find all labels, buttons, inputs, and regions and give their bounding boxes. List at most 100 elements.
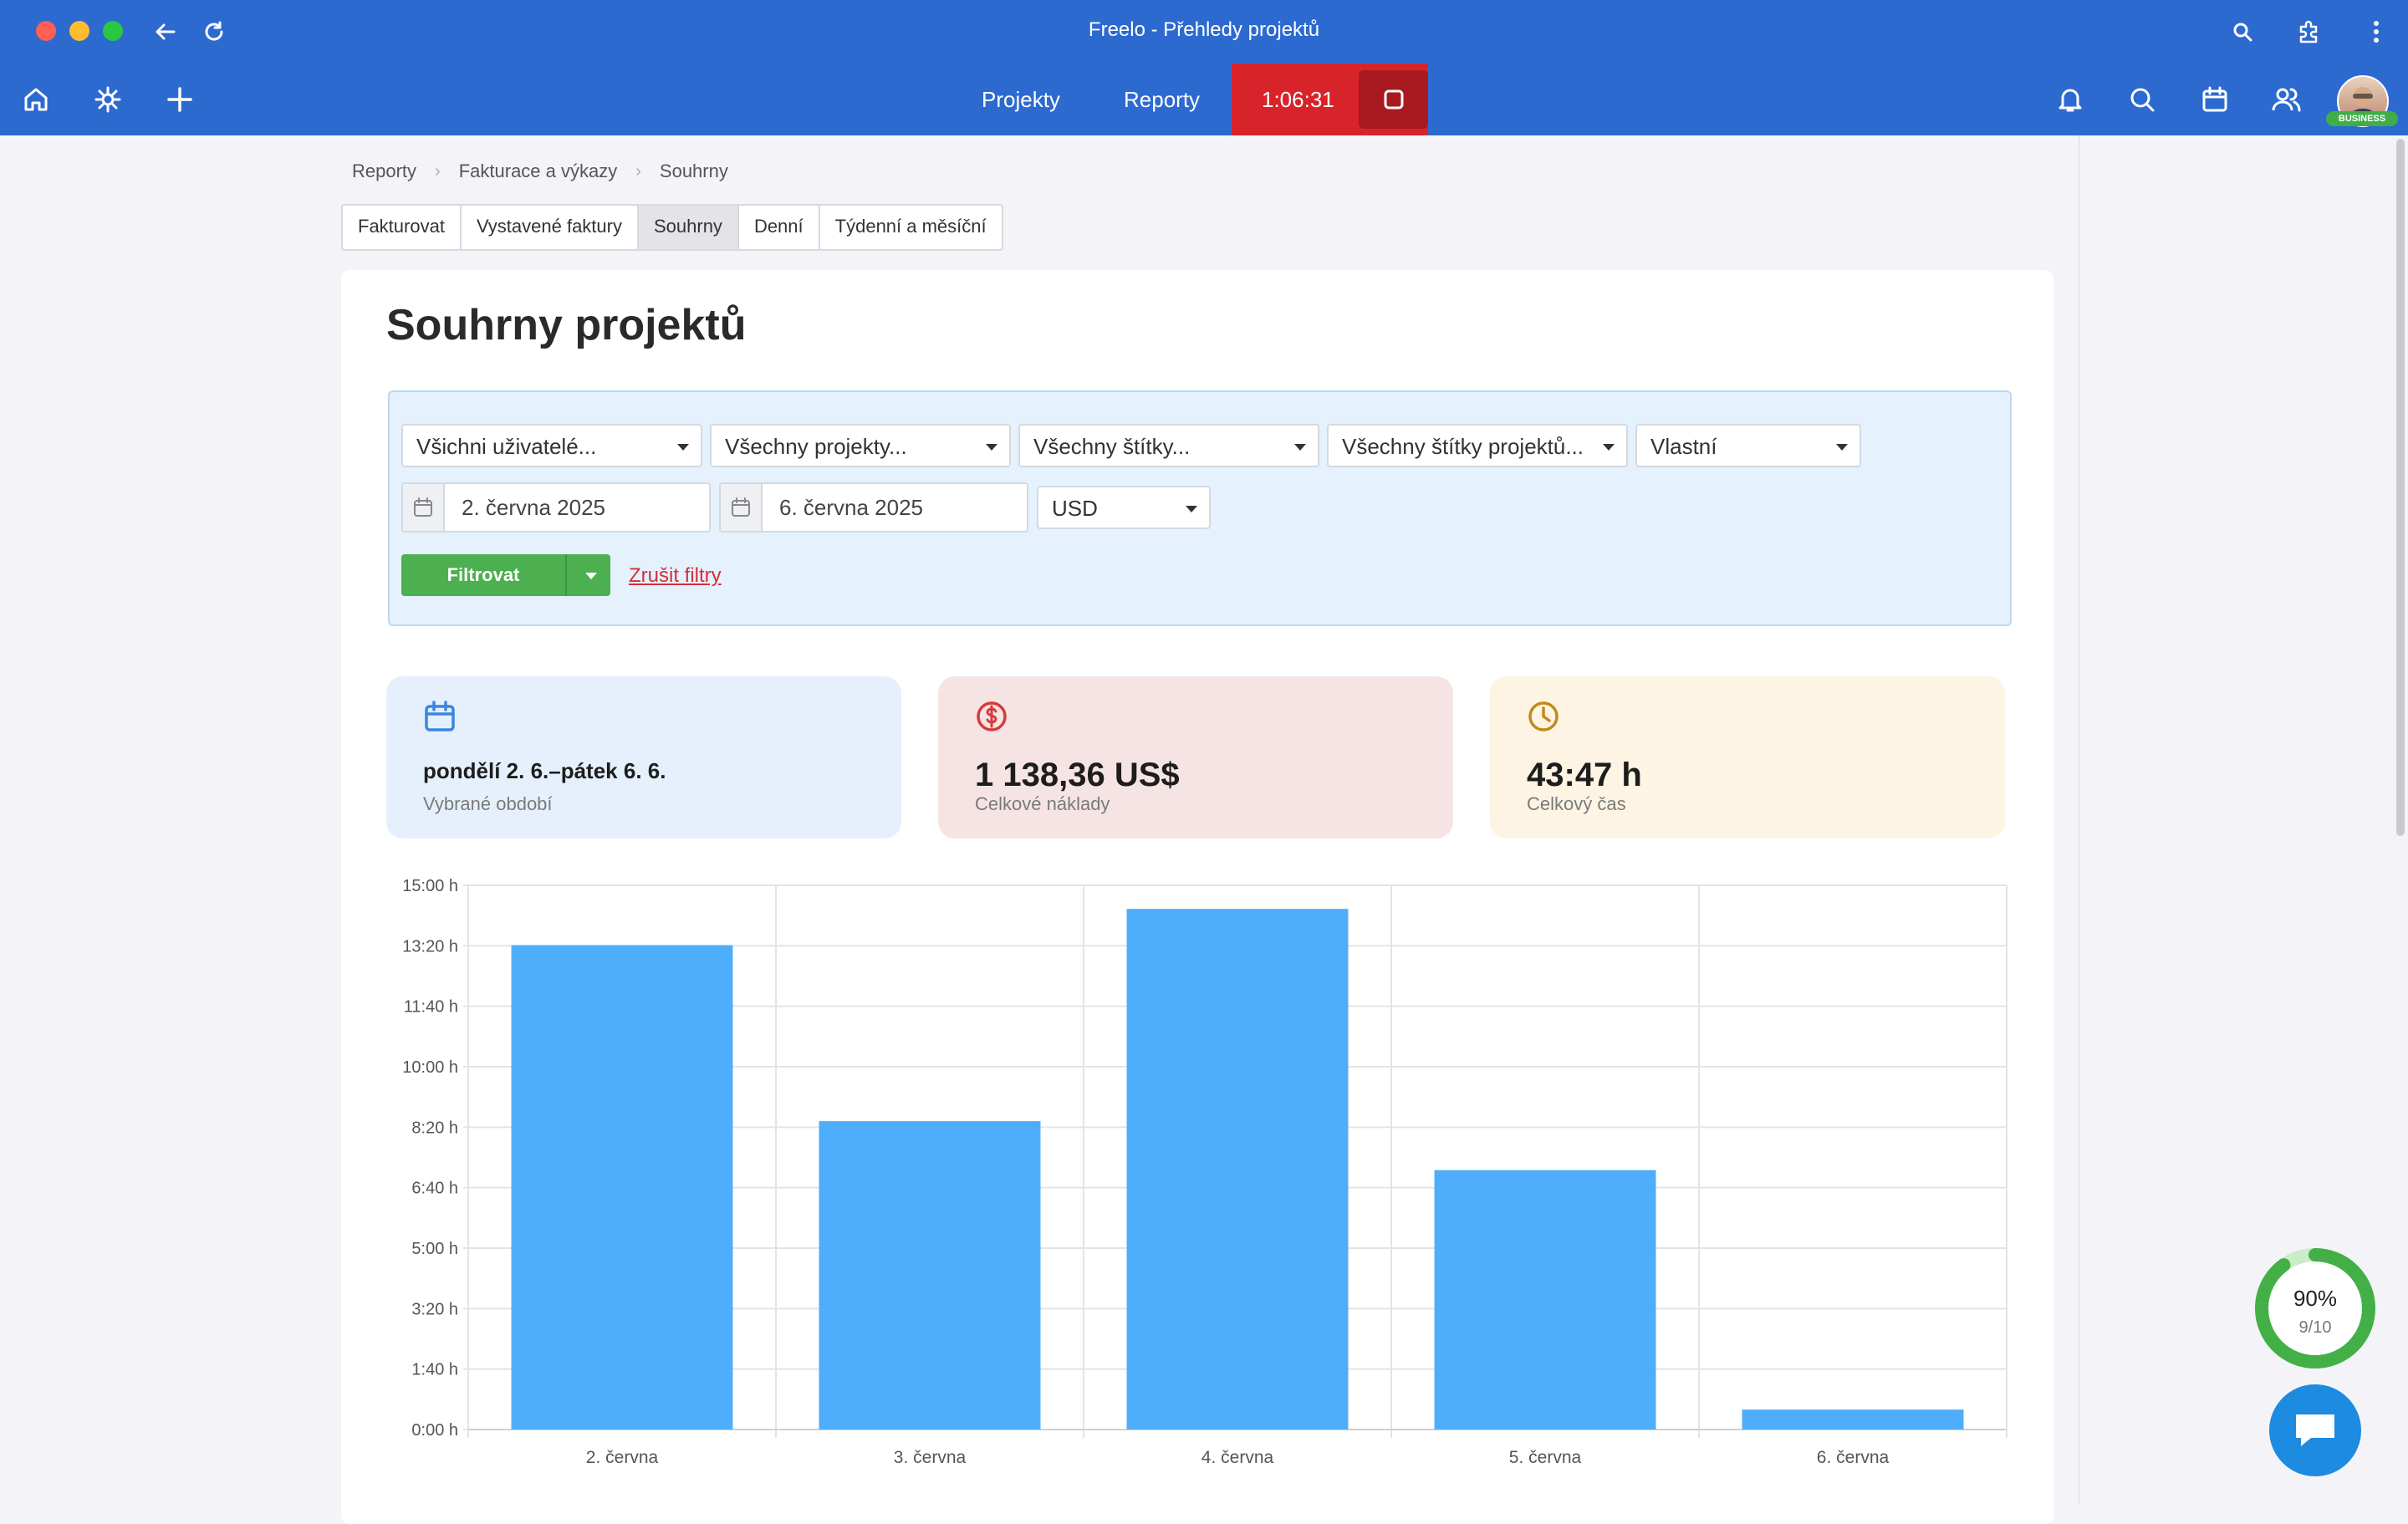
y-tick-label: 15:00 h [402,877,458,895]
y-tick-label: 8:20 h [411,1119,458,1137]
caret-down-icon [1186,506,1197,512]
window-titlebar: Freelo - Přehledy projektů [0,0,2408,64]
stat-cost-tile: 1 138,36 US$ Celkové náklady [938,676,1453,838]
filter-panel: Všichni uživatelé... Všechny projekty...… [388,390,2012,626]
y-tick-label: 5:00 h [411,1240,458,1258]
projects-select-value: Všechny projekty... [725,434,907,459]
filter-options-dropdown[interactable] [565,554,612,596]
daily-hours-bar-chart: 0:00 h 1:40 h 3:20 h 5:00 h 6:40 h 8:20 h 10:0… [402,877,2008,1467]
x-tick-label: 6. června [1817,1448,1890,1467]
minimize-window-button[interactable] [69,21,89,41]
chat-button[interactable] [2269,1384,2361,1476]
home-icon[interactable] [18,81,54,118]
add-icon[interactable] [161,81,198,118]
window-title: Freelo - Přehledy projektů [1088,18,1320,41]
y-tick-label: 3:20 h [411,1300,458,1318]
nav-link-reporty[interactable]: Reporty [1124,87,1201,112]
stat-period-value: pondělí 2. 6.–pátek 6. 6. [423,758,666,783]
breadcrumb-item-souhrny: Souhrny [659,161,728,181]
progress-arc [2255,1248,2375,1369]
project-labels-select[interactable]: Všechny štítky projektů... [1327,424,1628,467]
breadcrumb-item-fakturace[interactable]: Fakturace a výkazy [458,161,618,181]
x-tick-label: 3. června [894,1448,967,1467]
progress-fraction: 9/10 [2299,1318,2332,1337]
tab-tydenni-a-mesicni[interactable]: Týdenní a měsíční [834,216,987,237]
calendar-icon [425,701,455,731]
y-tick-label: 0:00 h [411,1421,458,1440]
bar-4 [1434,1170,1656,1430]
projects-select[interactable]: Všechny projekty... [710,424,1011,467]
users-select-value: Všichni uživatelé... [416,434,597,459]
breadcrumb: Reporty › Fakturace a výkazy › Souhrny [352,161,728,182]
breadcrumb-chevron-icon: › [635,161,641,181]
more-options-icon[interactable] [2360,15,2393,48]
labels-select-value: Všechny štítky... [1033,434,1191,459]
y-tick-label: 13:20 h [402,937,458,956]
x-tick-label: 4. června [1201,1448,1274,1467]
tab-vystavene-faktury[interactable]: Vystavené faktury [462,206,639,249]
breadcrumb-item-reporty[interactable]: Reporty [352,161,417,181]
search-icon[interactable] [2124,81,2161,118]
stat-time-tile: 43:47 h Celkový čas [1490,676,2005,838]
x-tick-label: 5. června [1509,1448,1582,1467]
caret-down-icon [1836,444,1848,451]
reload-icon[interactable] [197,15,231,48]
report-tabs: Fakturovat Vystavené faktury Souhrny Den… [341,204,1003,251]
stat-time-label: Celkový čas [1527,793,1626,814]
caret-down-icon [585,573,597,579]
extensions-icon[interactable] [2293,15,2326,48]
filter-button[interactable]: Filtrovat [401,554,610,596]
bar-2 [819,1121,1041,1430]
timer-value: 1:06:31 [1262,86,1334,112]
page-scrollbar[interactable] [2396,139,2405,836]
zoom-icon[interactable] [2226,15,2259,48]
breadcrumb-chevron-icon: › [435,161,441,181]
caret-down-icon [1603,444,1615,451]
bar-5 [1742,1409,1964,1430]
dollar-icon [977,701,1007,731]
stat-period-tile: pondělí 2. 6.–pátek 6. 6. Vybrané období [386,676,901,838]
maximize-window-button[interactable] [103,21,123,41]
currency-select-value: USD [1052,496,1098,521]
users-icon[interactable] [2268,81,2305,118]
back-arrow-icon[interactable] [149,15,182,48]
stat-time-value: 43:47 h [1527,757,1642,793]
stop-timer-button[interactable] [1359,70,1428,129]
currency-select[interactable]: USD [1037,486,1211,529]
settings-gear-icon[interactable] [89,81,126,118]
chat-bubble-icon [2296,1414,2334,1446]
notifications-bell-icon[interactable] [2052,81,2089,118]
onboarding-progress-widget[interactable]: 90% 9/10 [2254,1247,2376,1369]
tab-souhrny[interactable]: Souhrny [638,206,739,249]
tab-fakturovat[interactable]: Fakturovat [343,206,462,249]
calendar-icon [403,484,445,531]
calendar-icon [721,484,763,531]
stat-cost-label: Celkové náklady [975,793,1110,814]
reset-filters-link[interactable]: Zrušit filtry [629,564,722,587]
x-tick-label: 2. června [586,1448,659,1467]
nav-link-projekty[interactable]: Projekty [982,87,1060,112]
project-labels-select-value: Všechny štítky projektů... [1342,434,1584,459]
date-from-input[interactable]: 2. června 2025 [401,482,711,533]
close-window-button[interactable] [36,21,56,41]
page-title: Souhrny projektů [386,301,747,349]
users-select[interactable]: Všichni uživatelé... [401,424,702,467]
date-from-value: 2. června 2025 [462,495,606,520]
app-navbar: Projekty Reporty 1:06:31 BUSINESS [0,64,2408,135]
running-timer: 1:06:31 [1232,64,1428,135]
period-select[interactable]: Vlastní [1635,424,1861,467]
plan-badge: BUSINESS [2326,111,2398,126]
tab-denni[interactable]: Denní [739,206,820,249]
date-to-value: 6. června 2025 [779,495,924,520]
y-tick-label: 6:40 h [411,1180,458,1198]
labels-select[interactable]: Všechny štítky... [1018,424,1319,467]
stat-period-label: Vybrané období [423,793,553,814]
y-tick-label: 10:00 h [402,1058,458,1077]
y-tick-label: 11:40 h [404,998,458,1017]
summary-card: Souhrny projektů Všichni uživatelé... Vš… [341,270,2053,1524]
stat-cost-value: 1 138,36 US$ [975,757,1180,793]
date-to-input[interactable]: 6. června 2025 [719,482,1028,533]
bar-1 [511,945,733,1430]
stop-icon [1384,89,1404,110]
calendar-icon[interactable] [2196,81,2233,118]
